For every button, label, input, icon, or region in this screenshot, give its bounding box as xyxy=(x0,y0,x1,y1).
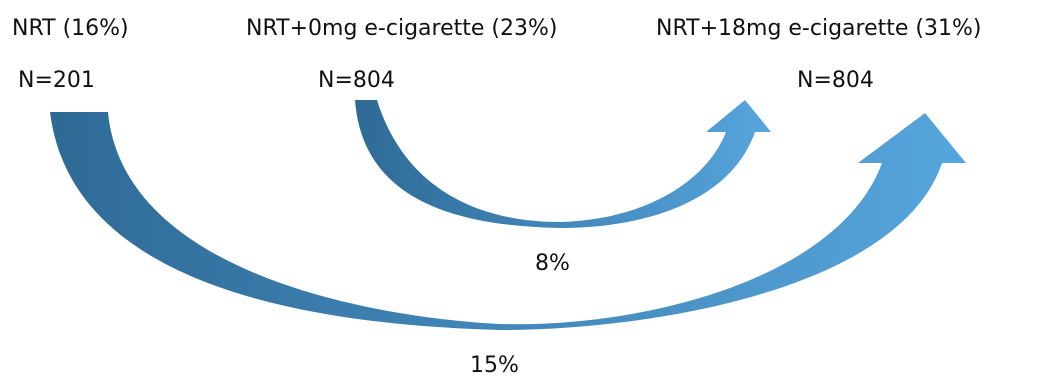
group-label-nrt-18mg: NRT+18mg e-cigarette (31%) xyxy=(656,16,982,41)
group-n-nrt-18mg: N=804 xyxy=(797,68,874,93)
group-n-nrt-0mg: N=804 xyxy=(318,68,395,93)
group-label-nrt-0mg: NRT+0mg e-cigarette (23%) xyxy=(246,16,558,41)
arrow-label-8: 8% xyxy=(535,251,570,276)
group-n-nrt: N=201 xyxy=(18,68,95,93)
arrow-0mg-to-18mg xyxy=(355,100,771,228)
arrow-label-15: 15% xyxy=(470,353,519,378)
group-label-nrt: NRT (16%) xyxy=(12,16,129,41)
